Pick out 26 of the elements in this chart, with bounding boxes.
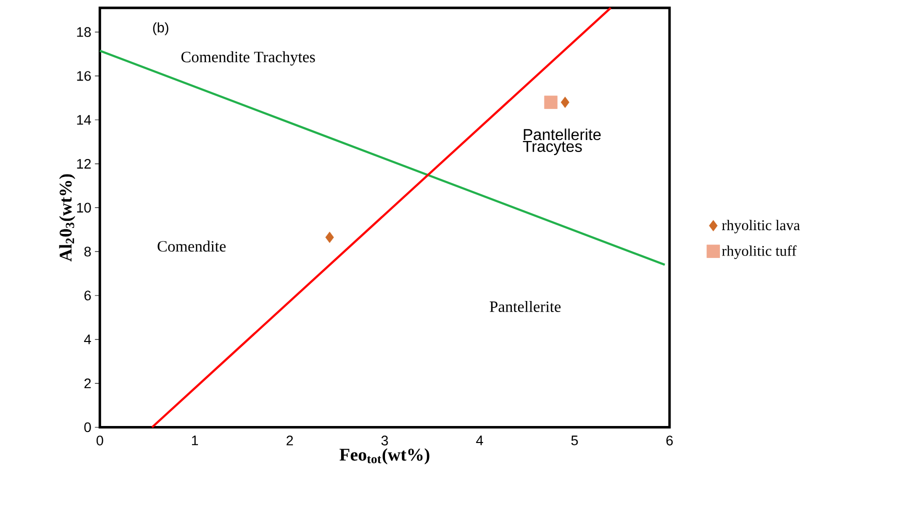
annotation: Pantellerite [490,300,561,312]
y-tick-label: 18 [77,27,91,37]
y-tick-label: 2 [84,378,91,388]
y-tick-label: 16 [77,70,91,81]
annotation: (b) [153,22,168,36]
x-tick-label: 1 [192,436,198,445]
y-tick-label: 0 [84,422,91,432]
x-tick-label: 2 [286,436,293,446]
x-tick-label: 0 [96,436,104,446]
y-tick-label: 6 [84,290,91,300]
annotation: Pantellerite Tracytes [522,128,601,155]
y-axis-title: Al$_{2}$0$_{3}$(wt%) [59,174,76,262]
y-tick-label: 12 [77,158,91,168]
y-tick-label: 4 [84,334,92,344]
annotation: Comendite Trachytes [181,51,315,66]
x-tick-label: 6 [666,436,673,446]
legend-label: rhyolitic lava [722,220,800,234]
y-tick-label: 8 [84,246,91,256]
y-tick-label: 10 [77,202,91,212]
legend-label: rhyolitic tuff [722,245,797,259]
x-tick-label: 4 [476,436,484,445]
x-tick-label: 5 [571,436,578,446]
x-axis-title: Feo$_{tot}$(wt%) [340,448,430,464]
annotation: Comendite [158,240,226,252]
y-tick-label: 14 [77,114,92,124]
x-tick-label: 3 [381,436,388,446]
